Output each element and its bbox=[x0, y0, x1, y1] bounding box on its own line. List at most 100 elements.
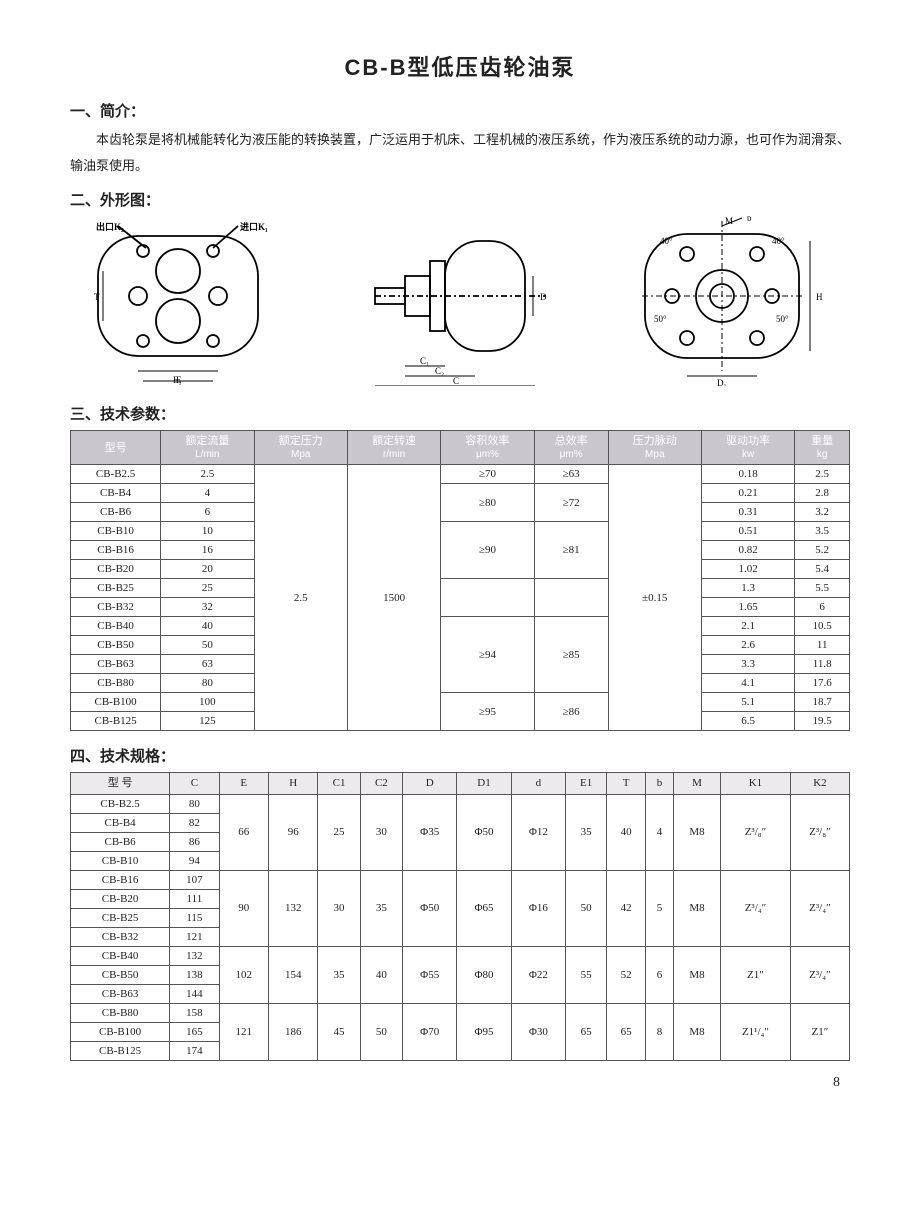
t1-header: 型号 bbox=[71, 431, 161, 465]
t1-wt: 2.5 bbox=[795, 465, 850, 484]
t1-header: 总效率μm% bbox=[534, 431, 608, 465]
t2-D1: Φ65 bbox=[457, 870, 511, 946]
svg-text:H: H bbox=[816, 292, 823, 302]
t2-d: Φ22 bbox=[511, 946, 565, 1003]
t1-pow: 2.1 bbox=[701, 617, 794, 636]
t2-model: CB-B4 bbox=[71, 813, 170, 832]
t2-T: 40 bbox=[607, 794, 646, 870]
t2-d: Φ30 bbox=[511, 1003, 565, 1060]
t2-header: E bbox=[219, 773, 268, 794]
t1-pow: 4.1 bbox=[701, 674, 794, 693]
t1-wt: 11 bbox=[795, 636, 850, 655]
t1-model: CB-B25 bbox=[71, 579, 161, 598]
t2-M: M8 bbox=[674, 946, 721, 1003]
t2-H: 132 bbox=[268, 870, 317, 946]
t2-header: C1 bbox=[318, 773, 360, 794]
t1-vol: ≥95 bbox=[441, 693, 534, 731]
t1-pow: 1.65 bbox=[701, 598, 794, 617]
t1-vol bbox=[441, 579, 534, 617]
t1-speed: 1500 bbox=[347, 465, 440, 731]
t1-flow: 16 bbox=[161, 541, 254, 560]
t1-wt: 3.5 bbox=[795, 522, 850, 541]
t2-model: CB-B2.5 bbox=[71, 794, 170, 813]
t2-d: Φ12 bbox=[511, 794, 565, 870]
t1-tot: ≥81 bbox=[534, 522, 608, 579]
t2-C2: 50 bbox=[360, 1003, 402, 1060]
t2-D1: Φ50 bbox=[457, 794, 511, 870]
t2-C: 94 bbox=[170, 851, 219, 870]
t2-model: CB-B25 bbox=[71, 908, 170, 927]
svg-text:C₁: C₁ bbox=[420, 356, 429, 366]
t2-E: 121 bbox=[219, 1003, 268, 1060]
t2-K2: Z³/₈″ bbox=[790, 794, 849, 870]
svg-text:40°: 40° bbox=[772, 236, 785, 246]
t1-pow: 1.3 bbox=[701, 579, 794, 598]
svg-text:D₁: D₁ bbox=[717, 378, 727, 386]
t2-C: 80 bbox=[170, 794, 219, 813]
t2-C2: 40 bbox=[360, 946, 402, 1003]
t2-K1: Z1″ bbox=[721, 946, 791, 1003]
t1-tot: ≥72 bbox=[534, 484, 608, 522]
t1-model: CB-B40 bbox=[71, 617, 161, 636]
t2-b: 4 bbox=[645, 794, 673, 870]
t2-model: CB-B63 bbox=[71, 984, 170, 1003]
svg-text:出口K₂: 出口K₂ bbox=[96, 221, 124, 232]
t2-M: M8 bbox=[674, 870, 721, 946]
t2-model: CB-B20 bbox=[71, 889, 170, 908]
t1-model: CB-B10 bbox=[71, 522, 161, 541]
t1-model: CB-B20 bbox=[71, 560, 161, 579]
tech-params-table: 型号额定流量L/min额定压力Mpa额定转速r/min容积效率μm%总效率μm%… bbox=[70, 430, 850, 731]
t1-pow: 0.82 bbox=[701, 541, 794, 560]
t1-flow: 80 bbox=[161, 674, 254, 693]
t1-pow: 0.31 bbox=[701, 503, 794, 522]
t1-wt: 2.8 bbox=[795, 484, 850, 503]
t1-flow: 100 bbox=[161, 693, 254, 712]
t1-flow: 40 bbox=[161, 617, 254, 636]
t2-C: 144 bbox=[170, 984, 219, 1003]
t2-C: 174 bbox=[170, 1041, 219, 1060]
svg-text:C₂: C₂ bbox=[435, 366, 444, 376]
t1-model: CB-B125 bbox=[71, 712, 161, 731]
t2-model: CB-B10 bbox=[71, 851, 170, 870]
section2-heading: 二、外形图： bbox=[70, 189, 850, 210]
t1-pow: 0.51 bbox=[701, 522, 794, 541]
t1-header: 额定压力Mpa bbox=[254, 431, 347, 465]
t2-header: D1 bbox=[457, 773, 511, 794]
t2-header: 型 号 bbox=[71, 773, 170, 794]
t2-K1: Z³/₈″ bbox=[721, 794, 791, 870]
t1-wt: 10.5 bbox=[795, 617, 850, 636]
t1-vol: ≥80 bbox=[441, 484, 534, 522]
t2-C2: 35 bbox=[360, 870, 402, 946]
svg-text:T: T bbox=[94, 292, 100, 302]
t1-model: CB-B6 bbox=[71, 503, 161, 522]
t1-flow: 2.5 bbox=[161, 465, 254, 484]
t1-wt: 5.5 bbox=[795, 579, 850, 598]
t2-C1: 25 bbox=[318, 794, 360, 870]
diagram-side: D C₁ C₂ C bbox=[345, 216, 575, 391]
t2-D: Φ70 bbox=[403, 1003, 457, 1060]
t1-tot: ≥86 bbox=[534, 693, 608, 731]
t2-C: 121 bbox=[170, 927, 219, 946]
t1-pow: 6.5 bbox=[701, 712, 794, 731]
t2-C: 132 bbox=[170, 946, 219, 965]
t2-header: d bbox=[511, 773, 565, 794]
t1-tot: ≥63 bbox=[534, 465, 608, 484]
t2-model: CB-B80 bbox=[71, 1003, 170, 1022]
t1-flow: 32 bbox=[161, 598, 254, 617]
tech-spec-table: 型 号CEHC1C2DD1dE1TbMK1K2CB-B2.58066962530… bbox=[70, 772, 850, 1060]
t1-flow: 25 bbox=[161, 579, 254, 598]
intro-text: 本齿轮泵是将机械能转化为液压能的转换装置，广泛运用于机床、工程机械的液压系统，作… bbox=[70, 127, 850, 179]
svg-text:E: E bbox=[176, 375, 182, 385]
t2-D: Φ55 bbox=[403, 946, 457, 1003]
t2-C1: 35 bbox=[318, 946, 360, 1003]
t2-header: K2 bbox=[790, 773, 849, 794]
t2-model: CB-B16 bbox=[71, 870, 170, 889]
t2-E1: 55 bbox=[566, 946, 607, 1003]
t2-model: CB-B50 bbox=[71, 965, 170, 984]
svg-text:C: C bbox=[453, 376, 459, 386]
t1-flow: 10 bbox=[161, 522, 254, 541]
t1-vol: ≥70 bbox=[441, 465, 534, 484]
t2-header: D bbox=[403, 773, 457, 794]
t2-model: CB-B32 bbox=[71, 927, 170, 946]
t2-H: 186 bbox=[268, 1003, 317, 1060]
